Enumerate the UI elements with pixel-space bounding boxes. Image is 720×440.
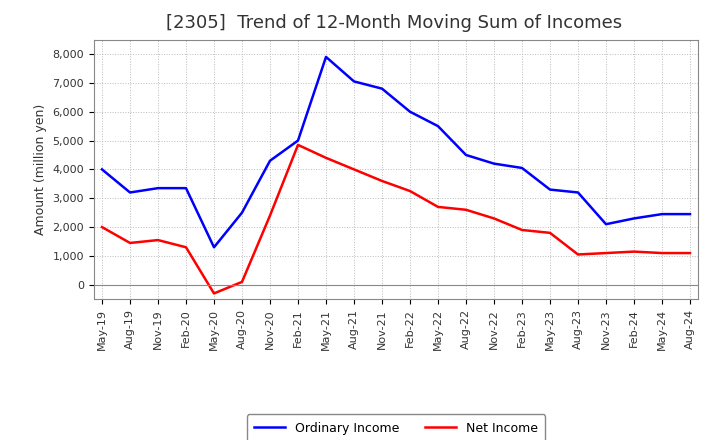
Net Income [210, 291, 218, 296]
Net Income [602, 250, 611, 256]
Ordinary Income [210, 245, 218, 250]
Net Income [574, 252, 582, 257]
Ordinary Income [630, 216, 639, 221]
Net Income [238, 279, 246, 285]
Ordinary Income [350, 79, 359, 84]
Ordinary Income [98, 167, 107, 172]
Ordinary Income [657, 212, 666, 217]
Line: Ordinary Income: Ordinary Income [102, 57, 690, 247]
Net Income [350, 167, 359, 172]
Net Income [181, 245, 190, 250]
Net Income [126, 240, 135, 246]
Net Income [685, 250, 694, 256]
Ordinary Income [153, 186, 162, 191]
Net Income [490, 216, 498, 221]
Net Income [462, 207, 470, 213]
Ordinary Income [294, 138, 302, 143]
Ordinary Income [490, 161, 498, 166]
Ordinary Income [378, 86, 387, 91]
Ordinary Income [322, 54, 330, 59]
Net Income [266, 213, 274, 218]
Text: [2305]  Trend of 12-Month Moving Sum of Incomes: [2305] Trend of 12-Month Moving Sum of I… [166, 15, 622, 33]
Ordinary Income [546, 187, 554, 192]
Net Income [98, 224, 107, 230]
Legend: Ordinary Income, Net Income: Ordinary Income, Net Income [246, 414, 546, 440]
Ordinary Income [433, 124, 442, 129]
Ordinary Income [602, 222, 611, 227]
Ordinary Income [238, 210, 246, 215]
Net Income [630, 249, 639, 254]
Net Income [657, 250, 666, 256]
Y-axis label: Amount (million yen): Amount (million yen) [34, 104, 47, 235]
Ordinary Income [462, 152, 470, 158]
Ordinary Income [181, 186, 190, 191]
Net Income [546, 230, 554, 235]
Net Income [518, 227, 526, 233]
Line: Net Income: Net Income [102, 145, 690, 293]
Net Income [378, 178, 387, 183]
Net Income [322, 155, 330, 161]
Ordinary Income [574, 190, 582, 195]
Ordinary Income [266, 158, 274, 163]
Ordinary Income [518, 165, 526, 171]
Ordinary Income [405, 109, 414, 114]
Net Income [433, 204, 442, 209]
Ordinary Income [685, 212, 694, 217]
Net Income [405, 188, 414, 194]
Ordinary Income [126, 190, 135, 195]
Net Income [153, 238, 162, 243]
Net Income [294, 142, 302, 147]
